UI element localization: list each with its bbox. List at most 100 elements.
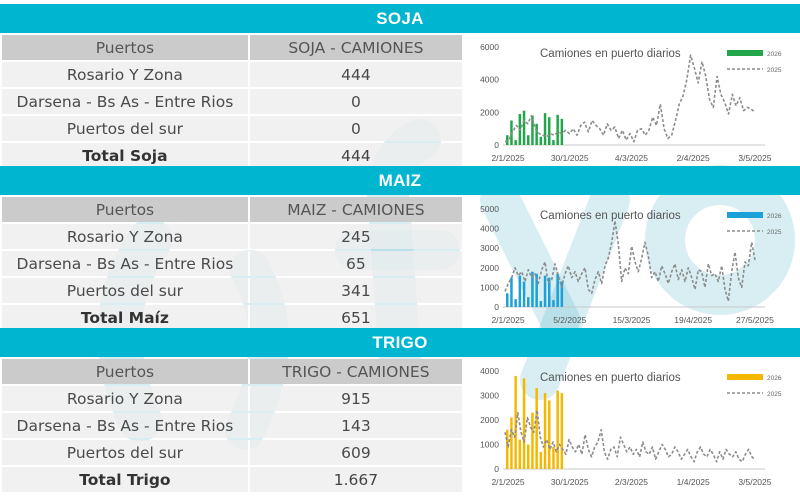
chart-soja: 0 2000 4000 6000 2/1/2025 30/1/2025 4/3/2025 2/… (465, 35, 798, 167)
bar-2026 (535, 388, 538, 469)
x-tick-label: 15/3/2025 (613, 315, 651, 325)
bar-2026 (510, 277, 513, 307)
bar-2026 (522, 378, 526, 469)
header-puertos: Puertos (2, 197, 250, 222)
legend-swatch-2026 (727, 374, 763, 380)
bar-2026 (560, 393, 564, 469)
row-value: 915 (249, 386, 462, 411)
row-label: Darsena - Bs As - Entre Rios (2, 89, 250, 114)
chart-trigo-svg: 0 1000 2000 3000 4000 2/1/2025 30/1/2025 2/3/20… (480, 366, 782, 487)
row-label: Rosario Y Zona (2, 62, 250, 87)
x-tick-label: 19/4/2025 (674, 315, 712, 325)
chart-title: Camiones en puerto diarios (540, 48, 681, 60)
table-row: Puertos del sur 609 (2, 440, 462, 465)
bar-2026 (527, 297, 530, 307)
section-trigo: TRIGO Puertos TRIGO - CAMIONES Rosario Y… (0, 328, 800, 492)
bar-2026 (543, 113, 547, 145)
section-title-trigo: TRIGO (0, 328, 800, 357)
row-value: 143 (249, 413, 462, 438)
y-tick-label: 0 (494, 464, 499, 474)
x-tick-label: 5/2/2025 (553, 315, 586, 325)
row-label: Puertos del sur (2, 440, 250, 465)
x-tick-label: 2/1/2025 (491, 315, 524, 325)
row-value: 341 (249, 278, 462, 303)
x-tick-label: 3/5/2025 (738, 477, 771, 487)
bar-2026 (539, 301, 543, 307)
bar-2026 (518, 275, 522, 307)
row-label: Rosario Y Zona (2, 224, 250, 249)
chart-title: Camiones en puerto diarios (540, 372, 681, 384)
x-tick-label: 3/5/2025 (738, 153, 771, 163)
total-value: 1.667 (249, 467, 462, 492)
row-value: 65 (249, 251, 462, 276)
total-row: Total Maíz 651 (2, 305, 462, 330)
chart-title: Camiones en puerto diarios (540, 210, 681, 222)
bar-2026 (539, 136, 543, 145)
bar-2026 (527, 444, 530, 469)
bar-2026 (506, 429, 509, 469)
y-tick-label: 0 (494, 140, 499, 150)
bar-2026 (535, 273, 538, 307)
y-tick-label: 3000 (480, 391, 499, 401)
legend-label-2026: 2026 (767, 51, 782, 58)
y-tick-label: 4000 (480, 224, 499, 234)
row-value: 609 (249, 440, 462, 465)
row-value: 444 (249, 62, 462, 87)
bar-2026 (560, 118, 564, 145)
total-label: Total Maíz (2, 305, 250, 330)
total-row: Total Trigo 1.667 (2, 467, 462, 492)
chart-maiz: 0 1000 2000 3000 4000 5000 2/1/2025 5/2/2025 15/… (465, 197, 798, 329)
bar-2026 (556, 114, 559, 145)
total-value: 651 (249, 305, 462, 330)
x-tick-label: 30/1/2025 (551, 153, 589, 163)
section-title-soja: SOJA (0, 4, 800, 33)
table-row: Puertos del sur 341 (2, 278, 462, 303)
chart-trigo: 0 1000 2000 3000 4000 2/1/2025 30/1/2025 2/3/20… (465, 359, 798, 491)
y-tick-label: 6000 (480, 42, 499, 52)
x-tick-label: 2/1/2025 (491, 477, 524, 487)
y-tick-label: 2000 (480, 263, 499, 273)
row-label: Puertos del sur (2, 278, 250, 303)
bar-2026 (514, 299, 517, 307)
legend-label-2026: 2026 (767, 375, 782, 382)
bar-2026 (535, 123, 538, 145)
y-tick-label: 1000 (480, 440, 499, 450)
line-2025 (504, 409, 756, 463)
x-tick-label: 2/3/2025 (615, 477, 648, 487)
y-tick-label: 3000 (480, 243, 499, 253)
bar-2026 (556, 390, 559, 469)
table-row: Rosario Y Zona 915 (2, 386, 462, 411)
legend-swatch-2026 (727, 50, 763, 56)
legend-label-2025: 2025 (767, 229, 782, 236)
y-tick-label: 4000 (480, 75, 499, 85)
bar-2026 (514, 375, 517, 469)
bar-2026 (552, 300, 555, 307)
x-tick-label: 2/4/2025 (677, 153, 710, 163)
bar-2026 (556, 273, 559, 307)
legend-label-2025: 2025 (767, 391, 782, 398)
total-value: 444 (249, 143, 462, 168)
section-maiz: MAIZ Puertos MAIZ - CAMIONES Rosario Y Z… (0, 166, 800, 330)
y-tick-label: 2000 (480, 415, 499, 425)
header-puertos: Puertos (2, 35, 250, 60)
bar-2026 (539, 451, 543, 469)
chart-soja-svg: 0 2000 4000 6000 2/1/2025 30/1/2025 4/3/2025 2/… (480, 42, 782, 163)
bar-2026 (548, 277, 551, 307)
table-maiz: Puertos MAIZ - CAMIONES Rosario Y Zona 2… (2, 195, 462, 332)
table-header: Puertos TRIGO - CAMIONES (2, 359, 462, 384)
line-2025 (504, 54, 756, 143)
row-value: 0 (249, 116, 462, 141)
section-title-maiz: MAIZ (0, 166, 800, 195)
header-camiones: TRIGO - CAMIONES (249, 359, 462, 384)
x-tick-label: 30/1/2025 (551, 477, 589, 487)
bar-2026 (552, 140, 555, 145)
bar-2026 (531, 412, 534, 469)
bar-2026 (543, 275, 547, 307)
x-tick-label: 27/5/2025 (736, 315, 774, 325)
table-row: Darsena - Bs As - Entre Rios 0 (2, 89, 462, 114)
x-tick-label: 4/3/2025 (615, 153, 648, 163)
bar-2026 (543, 393, 547, 469)
header-camiones: MAIZ - CAMIONES (249, 197, 462, 222)
y-tick-label: 0 (494, 302, 499, 312)
table-row: Rosario Y Zona 245 (2, 224, 462, 249)
